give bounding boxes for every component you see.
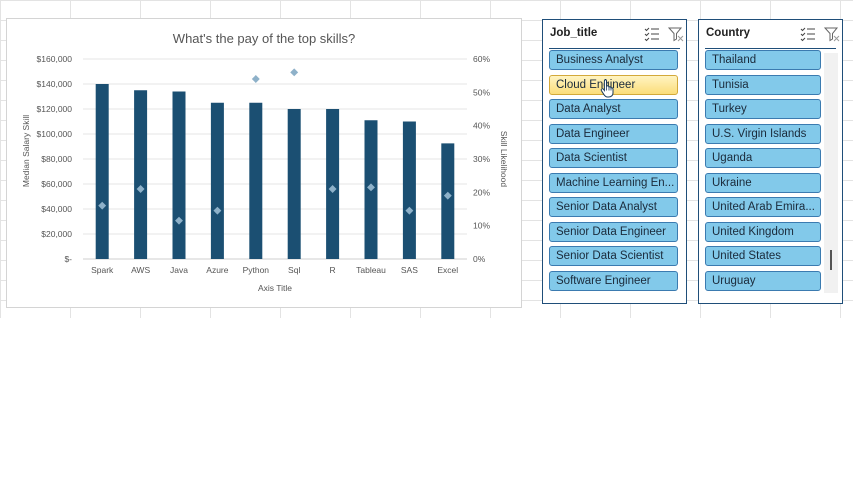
scrollbar-thumb[interactable] <box>830 250 832 270</box>
multi-select-icon[interactable] <box>800 26 816 42</box>
x-tick-label: Sql <box>288 265 300 275</box>
marker-point <box>443 191 452 200</box>
marker-point <box>175 216 183 225</box>
slicer-item[interactable]: Turkey <box>705 99 821 119</box>
bar <box>441 143 455 259</box>
marker-point <box>328 185 337 193</box>
y2-tick-label: 10% <box>473 221 490 231</box>
marker-point <box>136 185 145 193</box>
job-title-slicer[interactable]: Job_title Business Analyst Cloud Engineer… <box>542 19 687 304</box>
country-slicer[interactable]: Country Thailand Tunisia Turkey U.S. Virgin… <box>698 19 843 304</box>
marker-point <box>405 206 414 215</box>
y-tick-label: $120,000 <box>37 104 73 114</box>
x-tick-label: Tableau <box>356 265 386 275</box>
bar-series <box>95 84 455 259</box>
marker-point <box>213 206 222 215</box>
x-tick-label: Python <box>243 265 270 275</box>
slicer-item[interactable]: Tunisia <box>705 74 821 95</box>
bar <box>134 90 148 259</box>
x-tick-label: SAS <box>401 265 418 275</box>
y-tick-label: $160,000 <box>37 54 73 64</box>
slicer-item[interactable]: Data Scientist <box>549 148 678 168</box>
slicer-item[interactable]: Uruguay <box>705 270 821 291</box>
x-tick-label: Spark <box>91 265 114 275</box>
x-axis-title: Axis Title <box>258 283 292 293</box>
bar <box>172 91 186 259</box>
y2-tick-label: 40% <box>473 121 490 131</box>
bar <box>287 109 301 259</box>
y-tick-label: $20,000 <box>41 229 72 239</box>
slicer-item[interactable]: Thailand <box>705 50 821 70</box>
country-scrollbar[interactable] <box>824 53 838 293</box>
y2-tick-label: 30% <box>473 154 490 164</box>
y-tick-label: $80,000 <box>41 154 72 164</box>
bar <box>210 102 224 259</box>
slicer-item[interactable]: Data Engineer <box>549 123 678 144</box>
slicer-item[interactable]: Software Engineer <box>549 270 678 291</box>
bar <box>402 121 416 259</box>
slicer-item[interactable]: Senior Data Analyst <box>549 197 678 217</box>
job-slicer-header: Job_title <box>549 20 684 49</box>
chart-canvas: What's the pay of the top skills? $- $20,… <box>21 31 509 293</box>
x-tick-label: R <box>330 265 336 275</box>
clear-filter-icon[interactable] <box>668 26 684 42</box>
y2-tick-label: 60% <box>473 54 490 64</box>
y-tick-label: $- <box>64 254 72 264</box>
marker-series <box>98 68 452 225</box>
bar <box>95 84 109 259</box>
y2-tick-label: 20% <box>473 187 490 197</box>
x-tick-label: Azure <box>206 265 228 275</box>
job-slicer-title: Job_title <box>550 27 598 39</box>
marker-point <box>290 68 299 77</box>
slicer-item[interactable]: Uganda <box>705 148 821 168</box>
y-axis-title: Median Salary Skill <box>21 115 31 187</box>
y2-tick-label: 0% <box>473 254 486 264</box>
clear-filter-icon[interactable] <box>824 26 840 42</box>
y-tick-label: $60,000 <box>41 179 72 189</box>
chart-title: What's the pay of the top skills? <box>173 31 355 46</box>
slicer-item[interactable]: Ukraine <box>705 172 821 193</box>
bar <box>326 109 340 259</box>
slicer-item[interactable]: Senior Data Scientist <box>549 246 678 266</box>
y-axis-ticks: $- $20,000 $40,000 $60,000 $80,000 $100,000 $1… <box>37 54 73 264</box>
country-slicer-title: Country <box>706 27 751 39</box>
slicer-item[interactable]: Machine Learning En... <box>549 172 678 193</box>
x-axis-ticks: Spark AWS Java Azure Python Sql R Tableau SAS Exc… <box>91 265 458 275</box>
slicer-item[interactable]: Cloud Engineer <box>549 74 678 95</box>
slicer-item[interactable]: Senior Data Engineer <box>549 221 678 242</box>
salary-chart[interactable]: What's the pay of the top skills? $- $20,… <box>6 18 522 308</box>
y-tick-label: $100,000 <box>37 129 73 139</box>
slicer-item[interactable]: United States <box>705 246 821 266</box>
y2-axis-ticks: 0% 10% 20% 30% 40% 50% 60% <box>473 54 490 264</box>
country-slicer-header: Country <box>705 20 840 49</box>
y-tick-label: $140,000 <box>37 79 73 89</box>
y2-axis-title: Skill Likelihood <box>499 131 509 187</box>
x-tick-label: AWS <box>131 265 150 275</box>
x-tick-label: Excel <box>437 265 458 275</box>
bar <box>249 102 263 259</box>
slicer-item[interactable]: U.S. Virgin Islands <box>705 123 821 144</box>
slicer-item[interactable]: United Arab Emira... <box>705 197 821 217</box>
x-tick-label: Java <box>170 265 188 275</box>
multi-select-icon[interactable] <box>644 26 660 42</box>
slicer-item[interactable]: Data Analyst <box>549 99 678 119</box>
y-tick-label: $40,000 <box>41 204 72 214</box>
slicer-item[interactable]: Business Analyst <box>549 50 678 70</box>
slicer-item[interactable]: United Kingdom <box>705 221 821 242</box>
marker-point <box>367 183 375 192</box>
marker-point <box>251 75 260 83</box>
y2-tick-label: 50% <box>473 87 490 97</box>
